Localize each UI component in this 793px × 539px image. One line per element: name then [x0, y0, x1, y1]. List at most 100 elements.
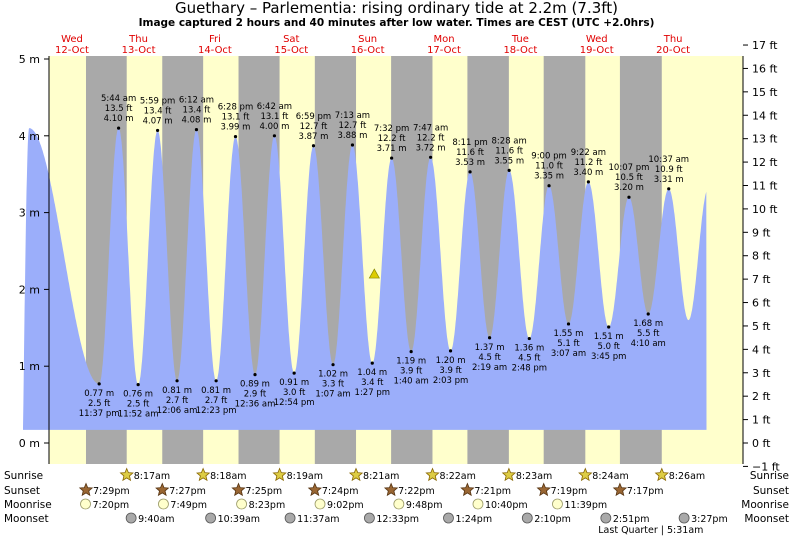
low-tide-time: 11:37 pm [79, 409, 120, 419]
low-tide-metres: 1.55 m [554, 329, 584, 339]
moonset-icon [364, 512, 375, 524]
low-tide-time: 2:48 pm [512, 364, 547, 374]
high-tide-metres: 3.35 m [534, 172, 564, 182]
high-tide-metres: 3.55 m [494, 156, 524, 166]
low-tide-time: 11:52 am [118, 410, 159, 420]
moonset-icon [205, 512, 217, 524]
high-tide-feet: 12.2 ft [417, 133, 445, 143]
moonset-icon [443, 512, 454, 524]
high-tide-time: 7:32 pm [374, 124, 409, 134]
left-axis-tick-label: 2 m [19, 283, 40, 296]
high-tide-metres: 4.10 m [104, 114, 134, 124]
high-tide-metres: 3.20 m [614, 183, 644, 193]
low-tide-time: 1:07 am [315, 390, 350, 400]
right-axis-tick-label: 16 ft [752, 62, 778, 75]
sunrise-icon [501, 467, 517, 482]
moonrise-icon [552, 498, 563, 510]
right-axis-tick-label: 3 ft [752, 367, 771, 380]
high-tide-metres: 3.40 m [573, 168, 603, 178]
low-tide-time: 12:36 am [235, 400, 276, 410]
right-axis-tick-label: 4 ft [752, 343, 771, 356]
low-tide-feet: 3.3 ft [322, 380, 345, 390]
low-tide-point [370, 361, 374, 365]
low-tide-point [409, 350, 413, 354]
low-tide-point [331, 363, 335, 367]
low-tide-feet: 5.5 ft [637, 329, 660, 339]
low-tide-point [175, 379, 179, 383]
high-tide-point [117, 126, 121, 130]
low-tide-point [97, 382, 101, 386]
day-name-label: Thu [128, 34, 148, 45]
low-tide-time: 12:06 am [157, 406, 198, 416]
moonrise-time: 8:23pm [249, 500, 286, 511]
sunset-icon [460, 482, 475, 497]
high-tide-feet: 13.1 ft [222, 113, 250, 123]
moonrise-time: 9:48pm [406, 500, 443, 511]
high-tide-feet: 13.4 ft [144, 106, 172, 116]
right-axis-tick-label: 8 ft [752, 250, 771, 263]
high-tide-feet: 13.4 ft [183, 106, 211, 116]
sunrise-icon [425, 467, 440, 482]
right-axis-tick-label: 13 ft [752, 133, 778, 146]
sunset-icon [383, 482, 399, 497]
day-date-label: 13-Oct [122, 45, 156, 56]
day-name-label: Sat [283, 34, 299, 45]
day-date-label: 19-Oct [580, 45, 614, 56]
moonrise-time: 7:49pm [170, 500, 207, 511]
high-tide-metres: 3.31 m [654, 175, 684, 185]
sunset-time: 7:19pm [551, 486, 588, 497]
high-tide-metres: 4.07 m [143, 116, 173, 126]
row-label-left-sunrise: Sunrise [4, 470, 43, 482]
high-tide-metres: 3.72 m [416, 143, 446, 153]
tide-water-area [23, 128, 707, 430]
sunset-time: 7:29pm [93, 486, 130, 497]
low-tide-point [292, 371, 296, 375]
high-tide-feet: 11.6 ft [495, 146, 523, 156]
right-axis-tick-label: 0 ft [752, 437, 771, 450]
moonset-time: 11:37am [297, 514, 339, 525]
row-label-right-sunrise: Sunrise [750, 470, 789, 482]
moonset-icon [600, 512, 612, 524]
high-tide-metres: 3.53 m [455, 158, 485, 168]
sunset-time: 7:24pm [322, 486, 359, 497]
sunrise-time: 8:19am [287, 471, 323, 482]
high-tide-point [667, 187, 671, 191]
low-tide-metres: 1.02 m [318, 370, 348, 380]
low-tide-metres: 1.19 m [396, 357, 426, 367]
low-tide-point [448, 349, 453, 353]
moonrise-time: 10:40pm [485, 500, 528, 511]
moonrise-icon [236, 498, 247, 510]
right-axis-tick-label: 6 ft [752, 297, 771, 310]
high-tide-time: 7:13 am [335, 111, 370, 121]
left-axis-tick-label: 4 m [19, 130, 40, 143]
low-tide-point [646, 312, 650, 316]
high-tide-feet: 13.1 ft [261, 112, 289, 122]
moonrise-time: 11:39pm [564, 500, 607, 511]
day-name-label: Tue [511, 34, 529, 45]
right-axis-tick-label: 11 ft [752, 179, 778, 192]
moonrise-icon [472, 498, 484, 510]
moonset-icon [521, 512, 533, 524]
low-tide-time: 12:54 pm [274, 398, 315, 408]
low-tide-feet: 2.5 ft [88, 399, 111, 409]
low-tide-point [527, 336, 531, 341]
row-label-left-moonrise: Moonrise [4, 499, 52, 511]
sunset-icon [307, 482, 322, 497]
right-axis-tick-label: 14 ft [752, 109, 778, 122]
low-tide-feet: 3.4 ft [361, 378, 384, 388]
right-axis-tick-label: 12 ft [752, 156, 778, 169]
low-tide-time: 1:40 am [394, 377, 429, 387]
high-tide-time: 7:47 am [413, 123, 448, 133]
right-axis-tick-label: 2 ft [752, 390, 771, 403]
high-tide-feet: 13.5 ft [105, 104, 133, 114]
right-axis-tick-label: 10 ft [752, 203, 778, 216]
sunrise-time: 8:24am [592, 471, 628, 482]
day-name-label: Wed [586, 34, 608, 45]
sunrise-time: 8:21am [363, 471, 399, 482]
low-tide-time: 1:27 pm [355, 388, 390, 398]
chart-title: Guethary – Parlementia: rising ordinary … [174, 0, 619, 17]
high-tide-time: 6:59 pm [296, 112, 331, 122]
axes: 0 m 1 m 2 m 3 m 4 m 5 m −1 ft 0 ft 1 ft 2 ft 3 ft 4… [19, 39, 781, 473]
